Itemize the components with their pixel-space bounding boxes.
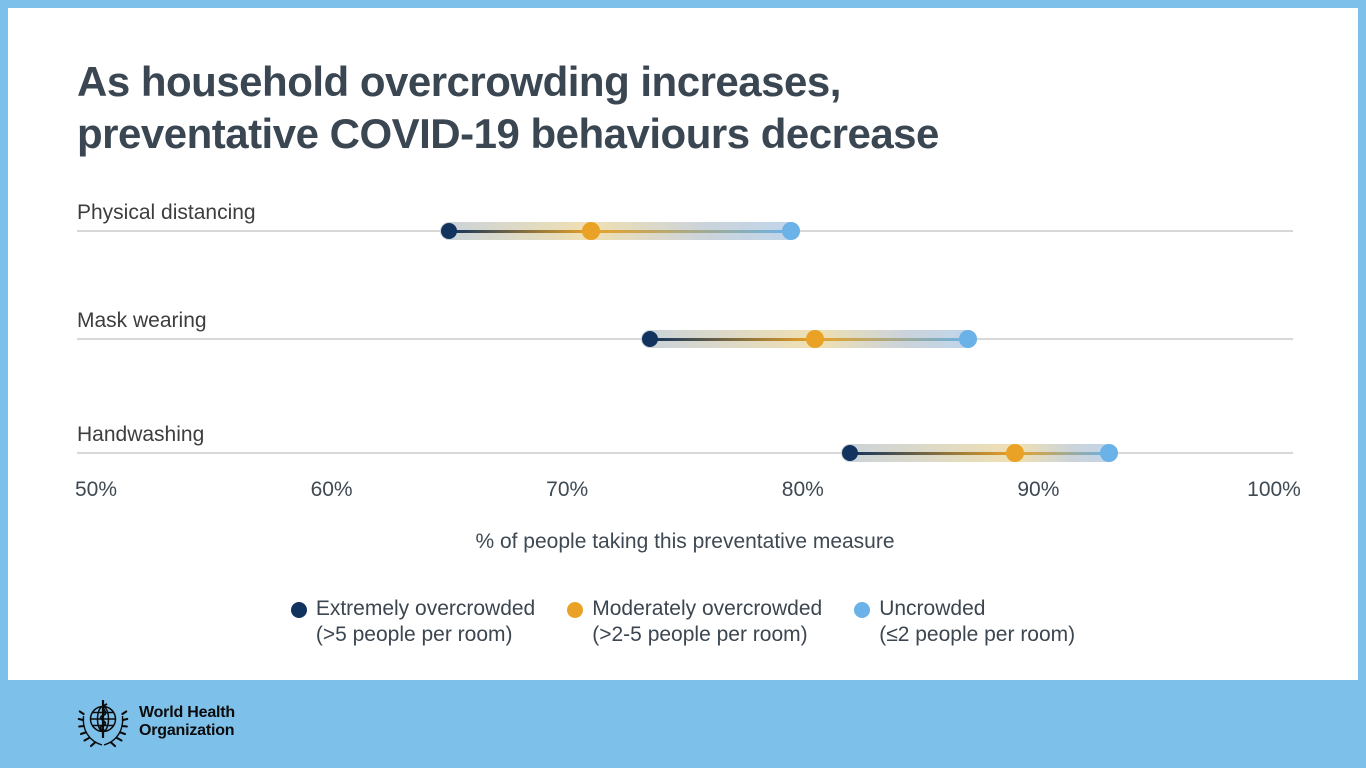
row-label: Mask wearing	[77, 309, 207, 332]
uncrowded-dot	[1100, 444, 1119, 462]
legend-label: Moderately overcrowded	[592, 597, 823, 620]
x-tick-label: 60%	[310, 478, 353, 501]
connector-line	[449, 229, 791, 233]
row-handwashing: Handwashing	[77, 423, 1293, 483]
x-axis-title: % of people taking this preventative mea…	[475, 530, 895, 553]
chart-title: As household overcrowding increases, prev…	[77, 56, 1177, 159]
footer-band: World Health Organization	[0, 680, 1366, 768]
x-tick-label: 90%	[1017, 478, 1060, 501]
legend-sublabel: (>2-5 people per room)	[592, 623, 808, 647]
row-physical-distancing: Physical distancing	[77, 201, 1293, 261]
connector-line	[849, 451, 1110, 455]
moderately-overcrowded-dot	[1005, 444, 1024, 462]
legend: Extremely overcrowded (>5 people per room…	[8, 596, 1358, 649]
uncrowded-dot	[958, 330, 977, 348]
x-tick-label: 50%	[74, 478, 118, 501]
legend-dot-icon	[290, 602, 307, 618]
legend-dot-icon	[567, 602, 584, 618]
title-line-1: As household overcrowding increases,	[77, 58, 841, 105]
legend-sublabel: (≤2 people per room)	[879, 623, 1076, 647]
extremely-overcrowded-dot	[441, 223, 458, 239]
extremely-overcrowded-dot	[841, 445, 858, 461]
who-logo-text: World Health Organization	[139, 704, 235, 739]
legend-text: Extremely overcrowded (>5 people per room…	[316, 596, 535, 649]
who-logo-line-2: Organization	[139, 722, 235, 739]
who-emblem-icon	[77, 700, 129, 748]
moderately-overcrowded-dot	[581, 222, 600, 240]
extremely-overcrowded-dot	[641, 331, 658, 347]
chart-card: As household overcrowding increases, prev…	[8, 8, 1358, 680]
title-line-2: preventative COVID-19 behaviours decreas…	[77, 109, 939, 157]
who-logo: World Health Organization	[77, 696, 235, 748]
x-tick-label: 70%	[546, 478, 589, 501]
x-axis: 50% 60% 70% 80% 90% 100%	[74, 478, 1301, 504]
legend-item-extremely-overcrowded: Extremely overcrowded (>5 people per room…	[290, 596, 535, 649]
legend-sublabel: (>5 people per room)	[315, 623, 513, 647]
moderately-overcrowded-dot	[805, 330, 824, 348]
legend-label: Uncrowded	[879, 597, 986, 620]
row-gridline	[77, 452, 1293, 454]
uncrowded-dot	[782, 222, 801, 240]
who-logo-line-1: World Health	[139, 704, 235, 722]
row-label: Handwashing	[77, 423, 205, 446]
legend-item-uncrowded: Uncrowded (≤2 people per room)	[854, 596, 1075, 649]
x-tick-label: 100%	[1247, 478, 1301, 501]
legend-text: Moderately overcrowded (>2-5 people per r…	[592, 596, 822, 649]
x-tick-label: 80%	[781, 478, 824, 501]
legend-label: Extremely overcrowded	[315, 597, 536, 620]
legend-text: Uncrowded (≤2 people per room)	[879, 596, 1075, 649]
row-label: Physical distancing	[77, 201, 256, 224]
legend-item-moderately-overcrowded: Moderately overcrowded (>2-5 people per r…	[567, 596, 822, 649]
row-mask-wearing: Mask wearing	[77, 309, 1293, 369]
legend-dot-icon	[854, 602, 871, 618]
